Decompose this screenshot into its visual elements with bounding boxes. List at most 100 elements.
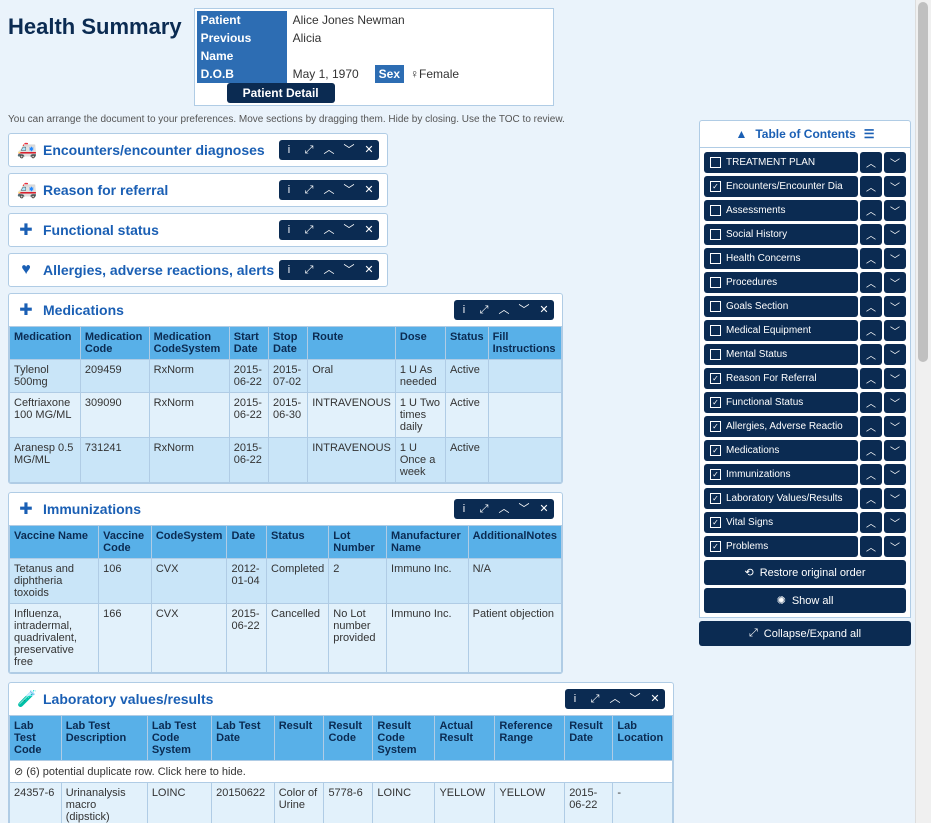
checkbox-icon[interactable] (710, 229, 721, 240)
toc-item[interactable]: Procedures (704, 272, 858, 293)
toc-down-icon[interactable]: ﹀ (884, 152, 906, 173)
checkbox-icon[interactable]: ✓ (710, 517, 721, 528)
toc-showall-button[interactable]: ✺Show all (704, 588, 906, 613)
checkbox-icon[interactable] (710, 253, 721, 264)
expand-icon[interactable]: ⤢ (585, 689, 605, 709)
toc-down-icon[interactable]: ﹀ (884, 392, 906, 413)
toc-item[interactable]: ✓ Reason For Referral (704, 368, 858, 389)
down-icon[interactable]: ﹀ (339, 140, 359, 160)
info-icon[interactable]: i (454, 300, 474, 320)
toc-up-icon[interactable]: ︿ (860, 152, 882, 173)
toc-down-icon[interactable]: ﹀ (884, 488, 906, 509)
checkbox-icon[interactable]: ✓ (710, 445, 721, 456)
scrollbar[interactable] (915, 0, 931, 823)
menu-icon[interactable]: ☰ (864, 127, 875, 141)
duplicate-row-notice[interactable]: ⊘ (6) potential duplicate row. Click her… (10, 761, 673, 783)
up-icon[interactable]: ︿ (605, 689, 625, 709)
info-icon[interactable]: i (279, 260, 299, 280)
down-icon[interactable]: ﹀ (625, 689, 645, 709)
checkbox-icon[interactable]: ✓ (710, 541, 721, 552)
up-icon[interactable]: ︿ (494, 300, 514, 320)
close-icon[interactable]: ✕ (359, 220, 379, 240)
down-icon[interactable]: ﹀ (339, 220, 359, 240)
toc-up-icon[interactable]: ︿ (860, 488, 882, 509)
checkbox-icon[interactable]: ✓ (710, 397, 721, 408)
expand-icon[interactable]: ⤢ (299, 140, 319, 160)
toc-item[interactable]: Medical Equipment (704, 320, 858, 341)
toc-up-icon[interactable]: ︿ (860, 224, 882, 245)
toc-item[interactable]: Health Concerns (704, 248, 858, 269)
toc-up-icon[interactable]: ︿ (860, 272, 882, 293)
info-icon[interactable]: i (279, 180, 299, 200)
expand-icon[interactable]: ⤢ (299, 260, 319, 280)
expand-icon[interactable]: ⤢ (474, 499, 494, 519)
toc-down-icon[interactable]: ﹀ (884, 440, 906, 461)
toc-up-icon[interactable]: ︿ (860, 416, 882, 437)
info-icon[interactable]: i (454, 499, 474, 519)
checkbox-icon[interactable] (710, 205, 721, 216)
close-icon[interactable]: ✕ (359, 260, 379, 280)
toc-up-icon[interactable]: ︿ (860, 200, 882, 221)
toc-up-icon[interactable]: ︿ (860, 512, 882, 533)
checkbox-icon[interactable] (710, 349, 721, 360)
down-icon[interactable]: ﹀ (339, 260, 359, 280)
toc-up-icon[interactable]: ︿ (860, 368, 882, 389)
toc-item[interactable]: ✓ Problems (704, 536, 858, 557)
toc-down-icon[interactable]: ﹀ (884, 344, 906, 365)
up-icon[interactable]: ︿ (319, 180, 339, 200)
toc-item[interactable]: ✓ Laboratory Values/Results (704, 488, 858, 509)
toc-up-icon[interactable]: ︿ (860, 296, 882, 317)
expand-icon[interactable]: ⤢ (474, 300, 494, 320)
checkbox-icon[interactable]: ✓ (710, 469, 721, 480)
checkbox-icon[interactable] (710, 277, 721, 288)
info-icon[interactable]: i (279, 220, 299, 240)
toc-item[interactable]: TREATMENT PLAN (704, 152, 858, 173)
expand-icon[interactable]: ⤢ (299, 220, 319, 240)
toc-up-icon[interactable]: ︿ (860, 440, 882, 461)
toc-up-icon[interactable]: ︿ (860, 248, 882, 269)
checkbox-icon[interactable]: ✓ (710, 181, 721, 192)
down-icon[interactable]: ﹀ (339, 180, 359, 200)
toc-down-icon[interactable]: ﹀ (884, 176, 906, 197)
up-icon[interactable]: ︿ (319, 220, 339, 240)
scrollbar-thumb[interactable] (918, 2, 928, 362)
toc-up-icon[interactable]: ︿ (860, 536, 882, 557)
checkbox-icon[interactable]: ✓ (710, 373, 721, 384)
checkbox-icon[interactable]: ✓ (710, 421, 721, 432)
toc-up-icon[interactable]: ︿ (860, 344, 882, 365)
toc-item[interactable]: ✓ Immunizations (704, 464, 858, 485)
toc-collapse-button[interactable]: ⤢ Collapse/Expand all (699, 621, 911, 646)
toc-item[interactable]: ✓ Medications (704, 440, 858, 461)
toc-down-icon[interactable]: ﹀ (884, 248, 906, 269)
up-icon[interactable]: ︿ (319, 260, 339, 280)
up-icon[interactable]: ︿ (494, 499, 514, 519)
down-icon[interactable]: ﹀ (514, 499, 534, 519)
toc-item[interactable]: Social History (704, 224, 858, 245)
down-icon[interactable]: ﹀ (514, 300, 534, 320)
toc-down-icon[interactable]: ﹀ (884, 272, 906, 293)
toc-down-icon[interactable]: ﹀ (884, 296, 906, 317)
toc-up-icon[interactable]: ︿ (860, 320, 882, 341)
toc-item[interactable]: Mental Status (704, 344, 858, 365)
toc-item[interactable]: Assessments (704, 200, 858, 221)
toc-item[interactable]: ✓ Vital Signs (704, 512, 858, 533)
close-icon[interactable]: ✕ (534, 499, 554, 519)
toc-up-icon[interactable]: ︿ (860, 176, 882, 197)
close-icon[interactable]: ✕ (645, 689, 665, 709)
toc-down-icon[interactable]: ﹀ (884, 512, 906, 533)
toc-item[interactable]: ✓ Functional Status (704, 392, 858, 413)
toc-down-icon[interactable]: ﹀ (884, 224, 906, 245)
toc-down-icon[interactable]: ﹀ (884, 416, 906, 437)
up-icon[interactable]: ︿ (319, 140, 339, 160)
toc-down-icon[interactable]: ﹀ (884, 464, 906, 485)
toc-up-icon[interactable]: ︿ (860, 392, 882, 413)
toc-item[interactable]: Goals Section (704, 296, 858, 317)
close-icon[interactable]: ✕ (359, 180, 379, 200)
patient-detail-button[interactable]: Patient Detail (227, 83, 335, 103)
toc-item[interactable]: ✓ Encounters/Encounter Dia (704, 176, 858, 197)
checkbox-icon[interactable] (710, 157, 721, 168)
checkbox-icon[interactable]: ✓ (710, 493, 721, 504)
close-icon[interactable]: ✕ (359, 140, 379, 160)
toc-restore-button[interactable]: ⟲Restore original order (704, 560, 906, 585)
info-icon[interactable]: i (279, 140, 299, 160)
